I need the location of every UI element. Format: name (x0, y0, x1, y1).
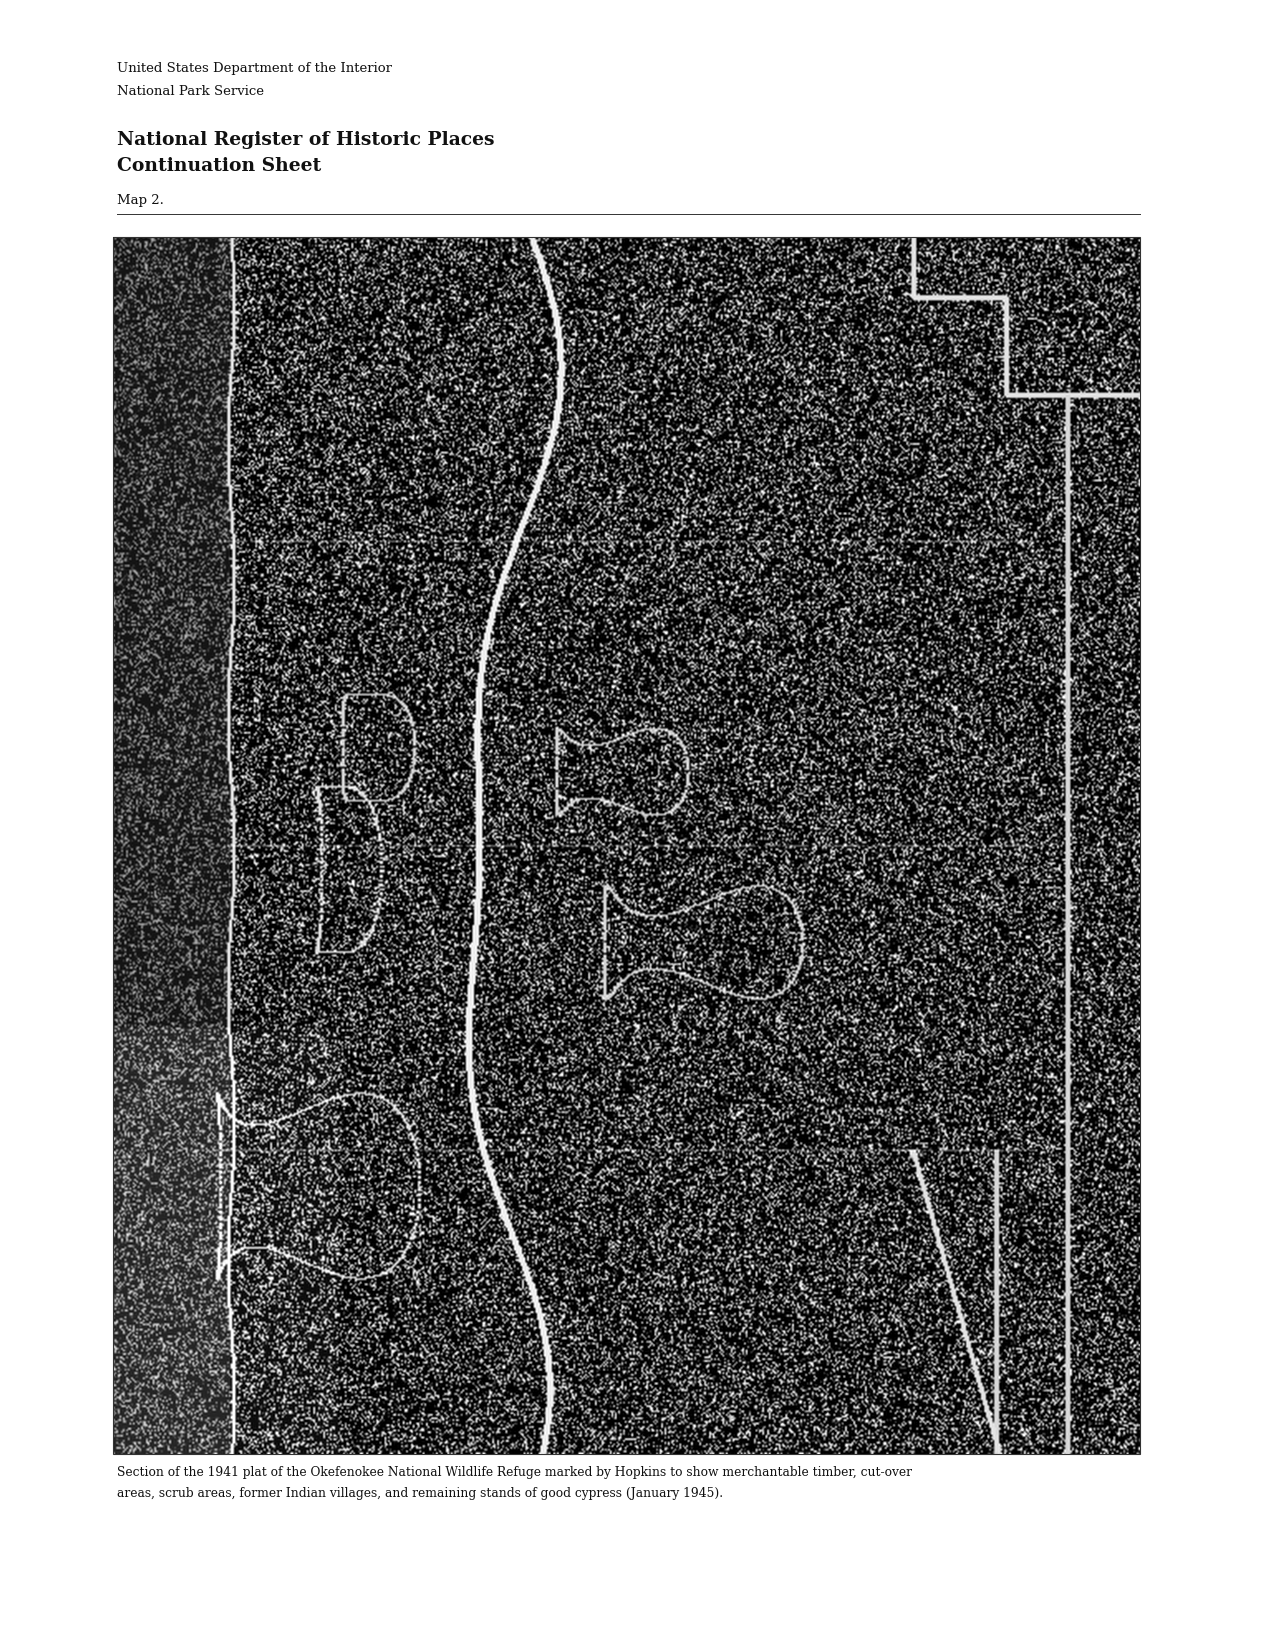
Text: areas, scrub areas, former Indian villages, and remaining stands of good cypress: areas, scrub areas, former Indian villag… (117, 1487, 724, 1500)
Text: National Park Service: National Park Service (117, 85, 265, 98)
Text: Section of the 1941 plat of the Okefenokee National Wildlife Refuge marked by Ho: Section of the 1941 plat of the Okefenok… (117, 1466, 912, 1479)
Text: Map 2.: Map 2. (117, 194, 164, 208)
Text: Continuation Sheet: Continuation Sheet (117, 157, 322, 175)
Text: United States Department of the Interior: United States Department of the Interior (117, 62, 392, 75)
Text: National Register of Historic Places: National Register of Historic Places (117, 131, 494, 149)
